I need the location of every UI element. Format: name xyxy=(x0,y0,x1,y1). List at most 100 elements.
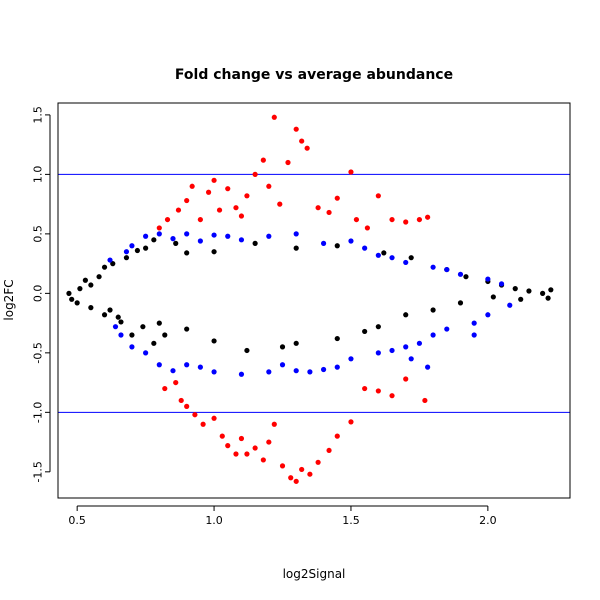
data-point xyxy=(184,362,190,368)
data-point xyxy=(219,433,225,439)
data-point xyxy=(375,388,381,394)
data-point xyxy=(408,356,414,362)
data-point xyxy=(216,207,223,213)
data-point xyxy=(266,233,272,239)
data-point xyxy=(326,447,332,454)
data-point xyxy=(184,403,190,409)
data-point xyxy=(518,296,524,302)
data-point xyxy=(184,250,190,256)
data-point xyxy=(334,335,340,342)
data-point xyxy=(192,412,198,418)
data-point xyxy=(430,307,436,313)
data-point xyxy=(156,231,162,237)
data-point xyxy=(293,126,299,132)
data-point xyxy=(463,274,469,280)
data-point xyxy=(279,362,286,368)
data-point xyxy=(238,371,245,377)
data-point xyxy=(143,233,149,239)
data-point xyxy=(362,385,368,392)
data-point xyxy=(353,216,360,223)
data-point xyxy=(548,287,554,293)
data-point xyxy=(244,193,250,199)
data-point xyxy=(444,326,450,332)
y-tick-label: -0.5 xyxy=(32,342,45,363)
data-point xyxy=(225,443,231,449)
data-point xyxy=(143,350,149,356)
data-point xyxy=(279,344,286,350)
data-point xyxy=(205,189,212,195)
data-point xyxy=(110,261,116,267)
data-point xyxy=(389,255,395,261)
data-point xyxy=(115,314,121,320)
data-point xyxy=(403,376,409,382)
data-point xyxy=(118,319,124,325)
data-point xyxy=(457,300,464,306)
data-point xyxy=(326,209,332,216)
data-point xyxy=(66,290,72,296)
data-point xyxy=(101,264,108,270)
data-point xyxy=(129,332,135,338)
x-tick-label: 2.0 xyxy=(479,514,497,527)
data-point xyxy=(252,171,258,177)
data-point xyxy=(490,294,496,300)
data-point xyxy=(540,290,546,296)
data-point xyxy=(69,296,75,302)
data-point xyxy=(252,240,258,246)
data-point xyxy=(471,320,477,326)
data-point xyxy=(498,281,505,287)
data-point xyxy=(118,332,124,338)
data-point xyxy=(320,366,327,373)
y-tick-label: -1.5 xyxy=(32,461,45,482)
data-point xyxy=(123,249,130,255)
data-point xyxy=(225,186,231,192)
data-point xyxy=(260,457,266,463)
data-point xyxy=(375,350,381,356)
series-2 xyxy=(156,114,431,484)
data-point xyxy=(151,340,157,346)
data-point xyxy=(266,183,272,189)
data-point xyxy=(101,312,108,318)
data-point xyxy=(293,231,299,237)
data-point xyxy=(175,207,182,213)
data-point xyxy=(545,295,551,301)
y-tick-label: 1.5 xyxy=(32,106,45,124)
y-axis: -1.5 -1.0 -0.5 0.0 0.5 1.0 1.5 xyxy=(32,106,51,483)
data-point xyxy=(425,214,431,220)
data-point xyxy=(266,439,272,445)
data-point xyxy=(485,312,491,318)
data-point xyxy=(288,475,294,481)
data-point xyxy=(170,368,176,374)
data-points xyxy=(66,114,554,484)
data-point xyxy=(107,257,113,263)
reference-lines xyxy=(58,173,570,413)
data-point xyxy=(348,169,354,175)
data-point xyxy=(197,364,203,370)
data-point xyxy=(77,286,83,292)
data-point xyxy=(304,145,310,151)
data-point xyxy=(88,282,94,288)
data-point xyxy=(197,238,203,244)
data-point xyxy=(140,324,146,330)
data-point xyxy=(389,347,395,354)
data-point xyxy=(334,243,340,249)
x-tick-label: 1.5 xyxy=(342,514,360,527)
data-point xyxy=(82,277,88,283)
data-point xyxy=(173,240,179,246)
data-point xyxy=(485,276,491,282)
data-point xyxy=(107,307,113,313)
data-point xyxy=(416,216,423,223)
data-point xyxy=(348,238,354,244)
series-1 xyxy=(107,231,513,377)
data-point xyxy=(244,451,250,457)
data-point xyxy=(211,177,217,183)
data-point xyxy=(425,364,431,370)
data-point xyxy=(211,415,217,421)
y-tick-label: 1.0 xyxy=(32,166,45,184)
y-axis-label: log2FC xyxy=(2,279,16,320)
data-point xyxy=(299,138,305,144)
data-point xyxy=(457,271,464,277)
data-point xyxy=(233,205,239,211)
chart-title: Fold change vs average abundance xyxy=(175,67,453,83)
data-point xyxy=(315,205,321,211)
data-point xyxy=(430,264,436,270)
